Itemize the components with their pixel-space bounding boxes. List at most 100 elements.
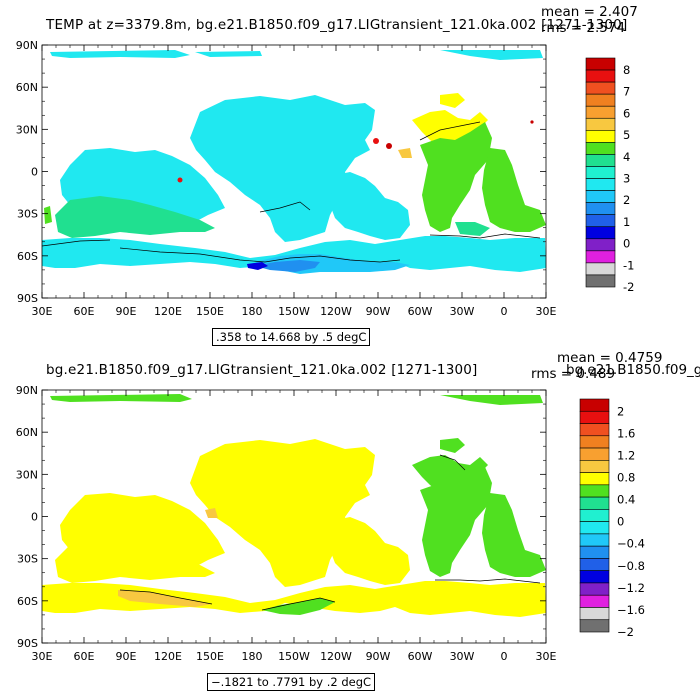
bottom-colorbar-label: −1.6 xyxy=(617,603,645,617)
bottom-colorbar-swatch xyxy=(579,496,610,510)
top-lon-label: 90W xyxy=(366,305,391,318)
top-colorbar-swatch xyxy=(585,178,616,191)
top-colorbar-swatch xyxy=(585,105,616,119)
top-colorbar-label: 2 xyxy=(623,193,630,207)
bottom-lat-label: 30N xyxy=(16,468,38,481)
bottom-ocean-field xyxy=(42,394,546,617)
bottom-lat-label: 60S xyxy=(17,595,38,608)
bottom-colorbar-label: −0.8 xyxy=(617,559,645,573)
bottom-colorbar-swatch xyxy=(579,410,610,424)
top-lat-label: 90S xyxy=(17,292,38,305)
top-panel-title: TEMP at z=3379.8m, bg.e21.B1850.f09_g17.… xyxy=(46,17,628,33)
top-lon-label: 180 xyxy=(242,305,263,318)
top-colorbar-label: 4 xyxy=(623,150,630,164)
top-range-label: .358 to 14.668 by .5 degC xyxy=(212,328,371,346)
top-colorbar-swatch xyxy=(585,69,616,83)
top-lat-label: 0 xyxy=(31,166,38,179)
bottom-colorbar-swatch xyxy=(579,558,610,571)
top-lat-label: 90N xyxy=(16,39,38,52)
bottom-colorbar-swatch xyxy=(579,472,610,486)
top-lat-label: 60S xyxy=(17,250,38,263)
bottom-lon-label: 30E xyxy=(536,650,557,663)
top-lon-label: 120W xyxy=(320,305,352,318)
top-colorbar-swatch xyxy=(585,93,616,107)
bottom-panel-mean: mean = 0.4759 xyxy=(557,350,663,366)
bottom-lon-label: 90W xyxy=(366,650,391,663)
bottom-panel-rms: rms = 0.489 xyxy=(531,366,616,382)
top-colorbar-swatch xyxy=(585,226,616,240)
bottom-panel-overlap-text: bg.e21.B1850.f09_g xyxy=(566,362,700,378)
top-ocean-field xyxy=(42,50,546,274)
top-colorbar-swatch xyxy=(585,238,616,252)
top-lon-label: 60W xyxy=(408,305,433,318)
top-colorbar-swatch xyxy=(585,250,616,264)
bottom-colorbar-label: 0.8 xyxy=(617,470,635,484)
top-colorbar-label: 7 xyxy=(623,85,630,99)
bottom-lon-label: 60E xyxy=(74,650,95,663)
top-colorbar-label: -1 xyxy=(623,258,634,272)
top-colorbar-label: 3 xyxy=(623,172,630,186)
bottom-lat-label: 60N xyxy=(16,426,38,439)
bottom-colorbar-swatch xyxy=(579,582,610,596)
bottom-lat-label: 30S xyxy=(17,553,38,566)
top-lon-label: 30E xyxy=(32,305,53,318)
bottom-lon-label: 90E xyxy=(116,650,137,663)
bottom-lon-label: 180 xyxy=(242,650,263,663)
top-panel-rms: rms = 2.574 xyxy=(541,20,626,36)
top-colorbar-label: -2 xyxy=(623,280,634,294)
bottom-colorbar-label: 0.4 xyxy=(617,493,635,507)
bottom-lon-label: 60W xyxy=(408,650,433,663)
top-lon-label: 150W xyxy=(278,305,310,318)
top-lat-label: 60N xyxy=(16,81,38,94)
bottom-colorbar-swatch xyxy=(579,533,610,547)
bottom-colorbar-swatch xyxy=(579,435,610,449)
bottom-colorbar-swatch xyxy=(579,521,610,535)
bottom-colorbar-swatch xyxy=(579,447,610,461)
bottom-colorbar-swatch xyxy=(579,545,610,559)
top-lat-label: 30S xyxy=(17,208,38,221)
bottom-colorbar-swatch xyxy=(579,619,610,633)
top-colorbar-label: 8 xyxy=(623,63,630,77)
bottom-colorbar-swatch xyxy=(579,570,610,584)
bottom-colorbar-label: −1.2 xyxy=(617,581,645,595)
top-lon-label: 60E xyxy=(74,305,95,318)
top-colorbar-swatch xyxy=(585,154,616,167)
bottom-colorbar-label: 2 xyxy=(617,404,624,418)
top-colorbar-swatch xyxy=(585,142,616,155)
bottom-range-label: −.1821 to .7791 by .2 degC xyxy=(207,673,376,691)
top-lat-label: 30N xyxy=(16,123,38,136)
top-colorbar-label: 5 xyxy=(623,128,630,142)
bottom-colorbar-swatch xyxy=(579,594,610,608)
bottom-lon-label: 120W xyxy=(320,650,352,663)
bottom-colorbar-swatch xyxy=(579,398,610,412)
top-lon-label: 30W xyxy=(450,305,475,318)
bottom-colorbar-label: −0.4 xyxy=(617,537,645,551)
bottom-lon-label: 150W xyxy=(278,650,310,663)
top-colorbar-swatch xyxy=(585,262,616,276)
top-lon-label: 150E xyxy=(196,305,224,318)
bottom-colorbar-label: 1.2 xyxy=(617,448,635,462)
bottom-colorbar-label: 1.6 xyxy=(617,426,635,440)
top-colorbar-swatch xyxy=(585,117,616,131)
top-colorbar-swatch xyxy=(585,81,616,95)
bottom-lat-label: 0 xyxy=(31,511,38,524)
top-colorbar-label: 0 xyxy=(623,237,630,251)
top-colorbar-swatch xyxy=(585,202,616,215)
top-colorbar: 8 7 6 5 4 3 2 1 0 -1 -2 xyxy=(585,57,634,294)
top-lon-label: 30E xyxy=(536,305,557,318)
bottom-colorbar-swatch xyxy=(579,607,610,621)
bottom-colorbar-swatch xyxy=(579,460,610,473)
bottom-lon-label: 150E xyxy=(196,650,224,663)
top-colorbar-label: 6 xyxy=(623,106,630,120)
top-colorbar-swatch xyxy=(585,274,616,288)
bottom-colorbar-label: −2 xyxy=(617,625,634,639)
top-colorbar-label: 1 xyxy=(623,215,630,229)
bottom-lon-label: 30E xyxy=(32,650,53,663)
bottom-panel-title: bg.e21.B1850.f09_g17.LIGtransient_121.0k… xyxy=(46,362,478,378)
bottom-lon-label: 120E xyxy=(154,650,182,663)
